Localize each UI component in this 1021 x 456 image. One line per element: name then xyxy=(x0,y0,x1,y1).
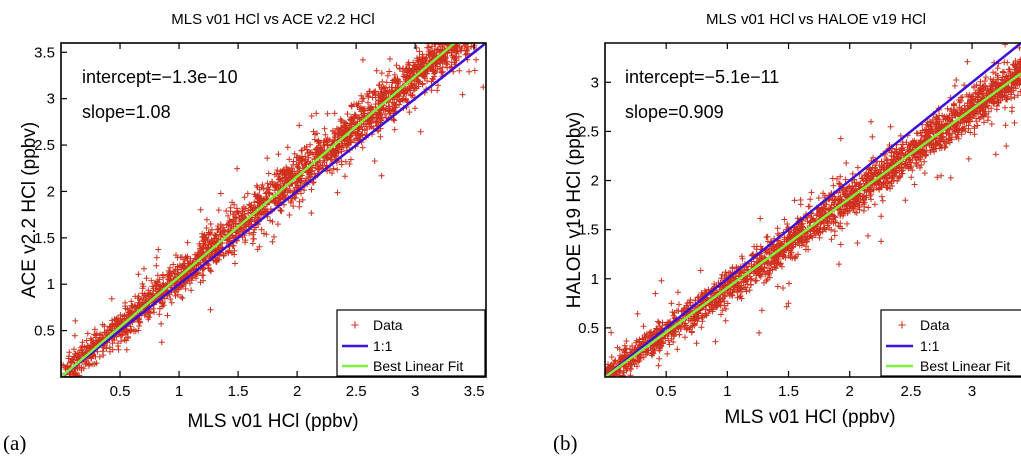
fit-lines xyxy=(61,43,486,377)
x-axis-ticks: 0.5 1 1.5 2 2.5 3 3.5 xyxy=(110,43,485,400)
legend: + Data 1:1 Best Linear Fit xyxy=(880,309,1021,377)
fit-lines xyxy=(605,43,1021,377)
x-tick-label: 0.5 xyxy=(110,383,131,400)
legend-label-one-to-one: 1:1 xyxy=(920,338,940,354)
annotation-slope: slope=0.909 xyxy=(625,102,724,122)
y-tick-label: 3 xyxy=(591,74,599,91)
plot-frame xyxy=(60,42,487,378)
x-axis-label: MLS v01 HCl (ppbv) xyxy=(187,411,358,432)
y-tick-label: 1 xyxy=(47,276,55,293)
one-to-one-line xyxy=(605,43,1021,377)
best-linear-fit-line xyxy=(61,43,457,377)
legend-label-one-to-one: 1:1 xyxy=(373,338,393,354)
annotation-slope: slope=1.08 xyxy=(82,102,171,122)
y-tick-label: 2 xyxy=(47,183,55,200)
y-axis-label: ACE v2.2 HCl (ppbv) xyxy=(19,122,40,298)
panel-label-a: (a) xyxy=(3,431,26,455)
y-tick-label: 0.5 xyxy=(578,320,599,337)
chart-title: MLS v01 HCl vs HALOE v19 HCl xyxy=(706,11,926,28)
chart-panel-a: MLS v01 HCl vs ACE v2.2 HCl 0.5 1 1.5 2 2.5 3… xyxy=(3,11,487,455)
y-axis-label: HALOE v19 HCl (ppbv) xyxy=(564,112,585,308)
x-tick-label: 2.5 xyxy=(900,383,921,400)
annotation-intercept: intercept=−1.3e−10 xyxy=(82,67,238,87)
x-tick-label: 1 xyxy=(723,383,731,400)
x-tick-label: 0.5 xyxy=(656,383,677,400)
x-tick-label: 2.5 xyxy=(346,383,367,400)
data-point-markers xyxy=(61,43,486,377)
y-tick-label: 1.5 xyxy=(578,222,599,239)
y-tick-label: 2 xyxy=(591,173,599,190)
plot-frame xyxy=(604,42,1021,378)
x-axis-label: MLS v01 HCl (ppbv) xyxy=(724,407,895,428)
x-tick-label: 1 xyxy=(175,383,183,400)
y-tick-label: 3.5 xyxy=(34,44,55,61)
chart-panel-b: MLS v01 HCl vs HALOE v19 HCl 0.5 1 1.5 2 2.5… xyxy=(553,11,1021,455)
x-tick-label: 3.5 xyxy=(464,383,485,400)
x-tick-label: 3 xyxy=(411,383,419,400)
legend-label-data: Data xyxy=(920,317,950,333)
x-tick-label: 1.5 xyxy=(778,383,799,400)
legend-label-best-fit: Best Linear Fit xyxy=(920,358,1010,374)
data-points xyxy=(61,43,486,377)
one-to-one-line xyxy=(61,43,486,377)
x-tick-label: 3 xyxy=(968,383,976,400)
legend-marker-data: + xyxy=(351,317,360,334)
y-tick-label: 2.5 xyxy=(578,123,599,140)
legend-marker-data: + xyxy=(898,317,907,334)
y-tick-label: 1.5 xyxy=(34,230,55,247)
legend-label-best-fit: Best Linear Fit xyxy=(373,358,463,374)
y-tick-label: 2.5 xyxy=(34,137,55,154)
best-linear-fit-line xyxy=(605,72,1021,377)
x-tick-label: 2 xyxy=(846,383,854,400)
y-tick-label: 1 xyxy=(591,271,599,288)
annotation-intercept: intercept=−5.1e−11 xyxy=(625,67,779,87)
chart-title: MLS v01 HCl vs ACE v2.2 HCl xyxy=(171,11,374,28)
y-axis-ticks: 0.5 1 1.5 2 2.5 3 xyxy=(578,74,611,337)
x-tick-label: 2 xyxy=(293,383,301,400)
y-tick-label: 3 xyxy=(47,91,55,108)
x-axis-ticks: 0.5 1 1.5 2 2.5 3 xyxy=(656,43,976,400)
x-tick-label: 1.5 xyxy=(228,383,249,400)
y-axis-ticks: 0.5 1 1.5 2 2.5 3 3.5 xyxy=(34,44,67,340)
y-tick-label: 0.5 xyxy=(34,323,55,340)
legend: + Data 1:1 Best Linear Fit xyxy=(336,309,486,377)
legend-label-data: Data xyxy=(373,317,403,333)
panel-label-b: (b) xyxy=(553,431,578,455)
